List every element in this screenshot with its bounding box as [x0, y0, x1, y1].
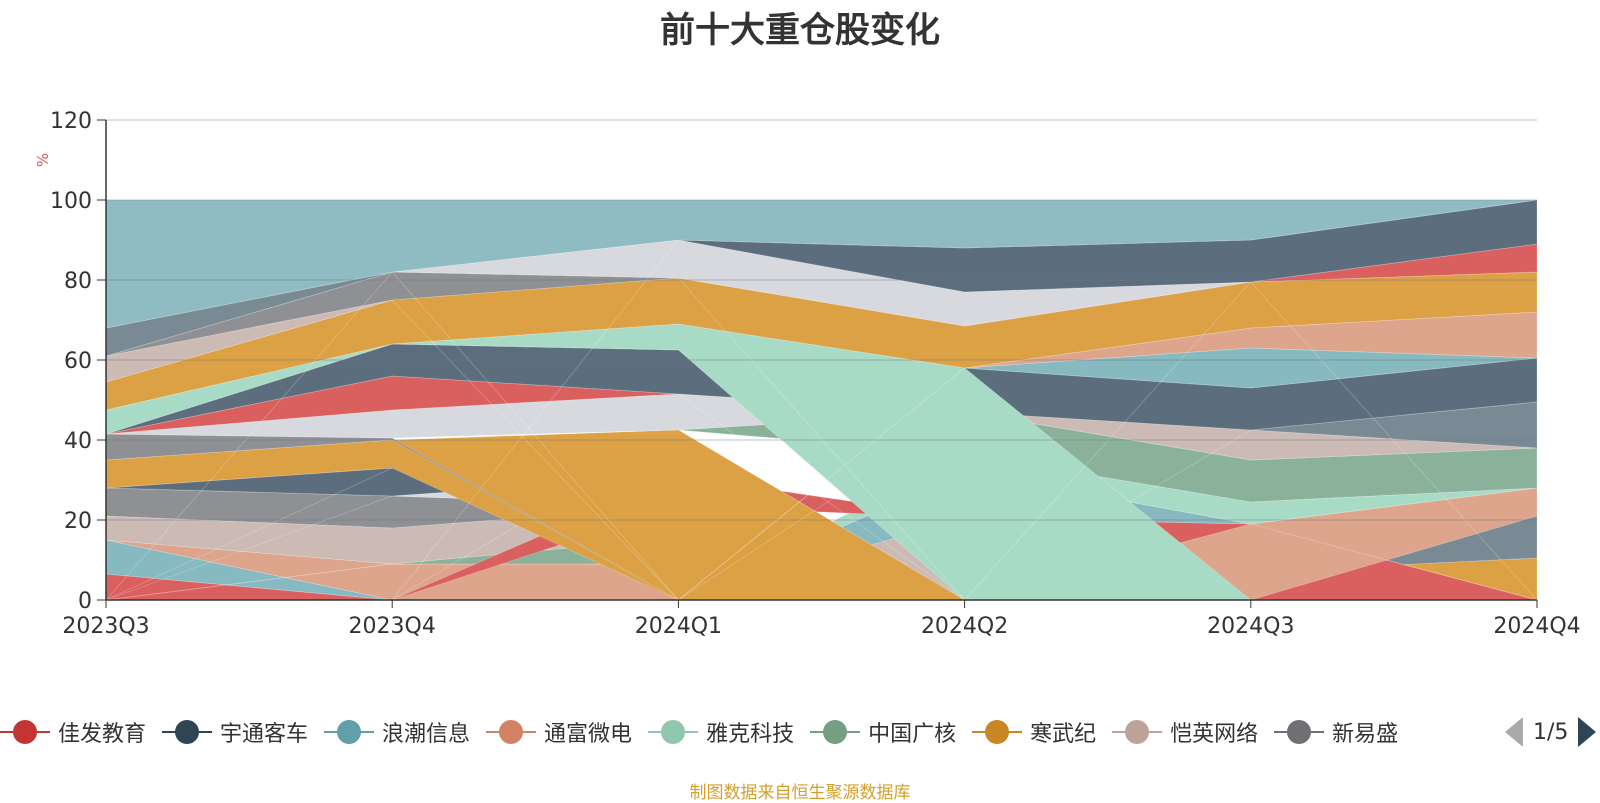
- legend-label: 浪潮信息: [382, 722, 471, 747]
- legend-marker-dot: [337, 720, 362, 744]
- legend-label: 新易盛: [1332, 722, 1399, 747]
- y-tick-label: 80: [64, 269, 92, 294]
- x-tick-label: 2023Q4: [349, 614, 436, 639]
- y-tick-label: 120: [50, 109, 92, 134]
- legend-marker-icon: [1112, 720, 1163, 744]
- legend: 佳发教育 宇通客车 浪潮信息 通富微电 雅克科技 中国广核 寒武纪 恺英网络 新易盛 1/5: [0, 712, 1600, 752]
- legend-marker-dot: [499, 720, 524, 744]
- legend-label: 寒武纪: [1030, 722, 1097, 747]
- legend-page-indicator: 1/5: [1533, 719, 1569, 745]
- legend-item[interactable]: 寒武纪: [972, 716, 1096, 748]
- area-band-24: [105, 393, 1537, 601]
- legend-marker-icon: [810, 720, 861, 744]
- legend-marker-dot: [661, 720, 686, 744]
- y-tick-label: 20: [64, 509, 92, 534]
- legend-next-icon[interactable]: [1578, 717, 1597, 747]
- legend-marker-dot: [823, 720, 848, 744]
- legend-label: 通富微电: [544, 722, 633, 747]
- y-tick-label: 40: [64, 429, 92, 454]
- x-tick-label: 2024Q2: [921, 614, 1008, 639]
- legend-item[interactable]: 浪潮信息: [324, 716, 470, 748]
- y-tick-label: 60: [64, 349, 92, 374]
- legend-pager: 1/5: [1505, 712, 1600, 752]
- x-tick-label: 2024Q4: [1493, 614, 1580, 639]
- area-band-25: [105, 375, 1537, 601]
- y-tick-label: 100: [50, 189, 92, 214]
- legend-marker-dot: [175, 720, 200, 744]
- legend-marker-icon: [1274, 720, 1325, 744]
- legend-item[interactable]: 恺英网络: [1112, 716, 1258, 748]
- legend-marker-icon: [486, 720, 537, 744]
- legend-label: 恺英网络: [1170, 722, 1259, 747]
- legend-item[interactable]: 雅克科技: [648, 716, 794, 748]
- legend-item[interactable]: 中国广核: [810, 716, 956, 748]
- y-axis-label: %: [34, 153, 52, 167]
- legend-marker-dot: [985, 720, 1010, 744]
- legend-marker-icon: [162, 720, 213, 744]
- legend-label: 雅克科技: [706, 722, 795, 747]
- area-band-37: [105, 199, 1538, 329]
- x-tick-label: 2023Q3: [62, 614, 149, 639]
- gridlines: [106, 119, 1537, 521]
- legend-item[interactable]: 宇通客车: [162, 716, 308, 748]
- area-band-33: [105, 271, 1537, 601]
- axes: 0 20 40 60 80 100 120 2023Q3 2023Q4 2024Q1 2024Q2 2…: [50, 109, 1581, 639]
- legend-label: 宇通客车: [220, 722, 309, 747]
- legend-item[interactable]: 新易盛: [1274, 716, 1398, 748]
- legend-item[interactable]: 佳发教育: [0, 716, 146, 748]
- x-tick-label: 2024Q3: [1207, 614, 1294, 639]
- legend-marker-dot: [1287, 720, 1312, 744]
- y-tick-label: 0: [78, 589, 92, 614]
- legend-marker-icon: [972, 720, 1023, 744]
- legend-marker-dot: [1125, 720, 1150, 744]
- legend-item[interactable]: 通富微电: [486, 716, 632, 748]
- area-bands: [105, 199, 1538, 601]
- legend-marker-dot: [13, 720, 37, 744]
- legend-label: 中国广核: [868, 722, 957, 747]
- chart-title: 前十大重仓股变化: [659, 11, 940, 51]
- x-tick-label: 2024Q1: [635, 614, 722, 639]
- legend-prev-icon[interactable]: [1505, 717, 1523, 747]
- legend-marker-icon: [324, 720, 375, 744]
- legend-marker-icon: [0, 720, 50, 744]
- area-band-35: [106, 199, 1538, 601]
- legend-marker-icon: [648, 720, 699, 744]
- legend-label: 佳发教育: [58, 722, 147, 747]
- source-note: 制图数据来自恒生聚源数据库: [689, 783, 911, 803]
